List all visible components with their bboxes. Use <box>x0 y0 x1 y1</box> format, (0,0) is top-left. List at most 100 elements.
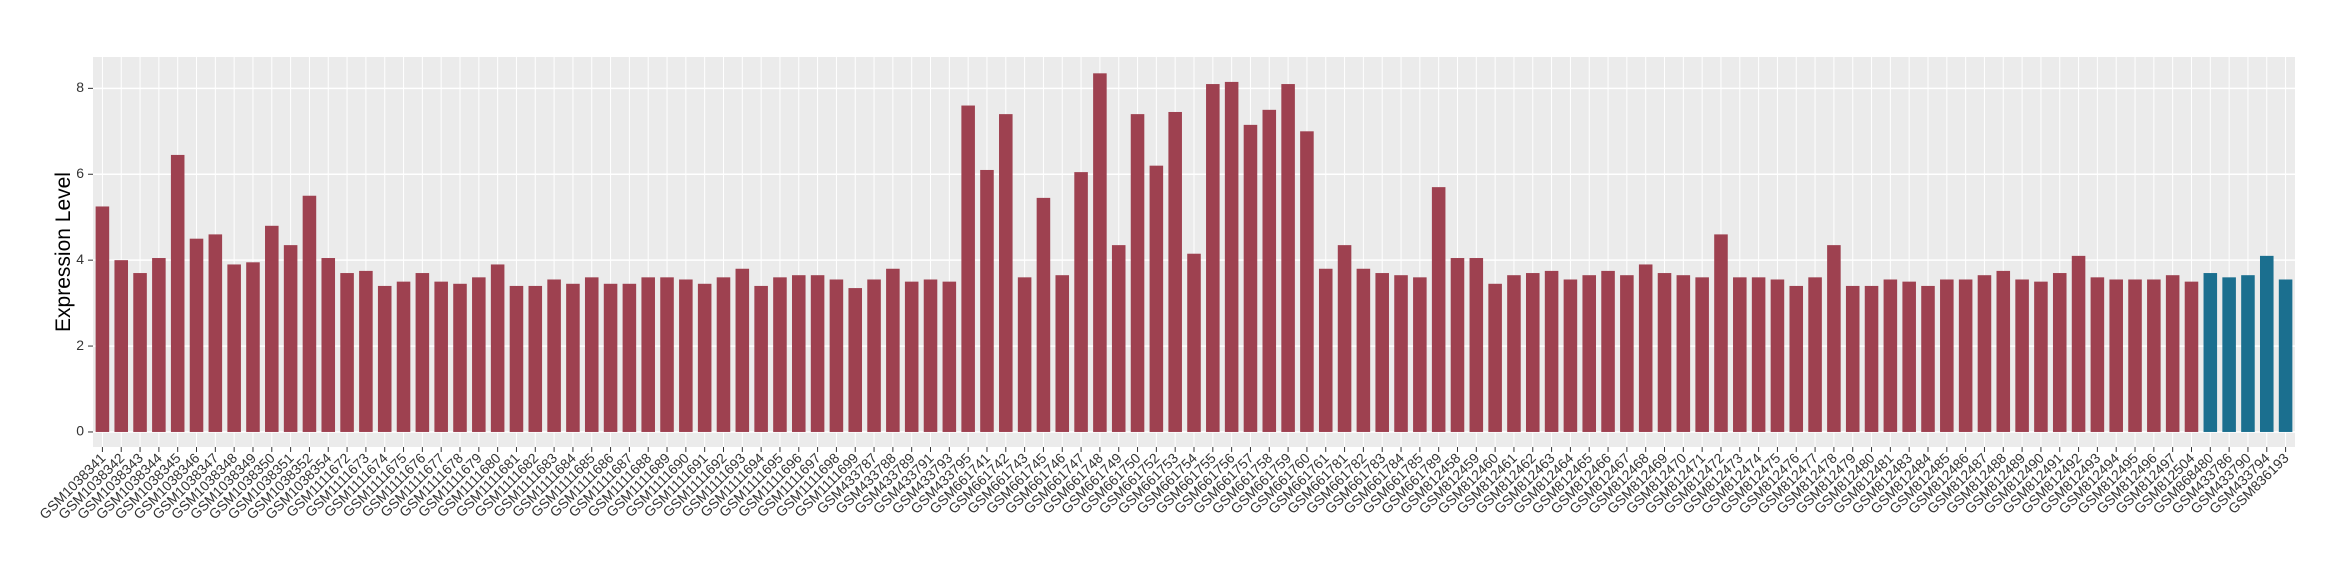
bar <box>1206 84 1220 432</box>
bar <box>829 279 844 432</box>
bar <box>773 277 787 432</box>
bar <box>1074 172 1088 432</box>
bar <box>1845 285 1860 432</box>
bar <box>2128 279 2142 432</box>
bar <box>2241 275 2255 432</box>
y-tick-label: 0 <box>76 423 84 439</box>
bar <box>1337 245 1352 432</box>
bar <box>1488 283 1502 432</box>
bar <box>1563 279 1578 432</box>
bar <box>1864 285 1879 432</box>
bar <box>453 283 467 432</box>
bar <box>1902 281 1916 432</box>
bar <box>1525 273 1540 432</box>
bar <box>1676 275 1691 432</box>
bar <box>716 277 731 432</box>
bar <box>509 285 524 432</box>
bar <box>1638 264 1653 432</box>
bar <box>283 245 298 432</box>
bar <box>1055 275 1070 432</box>
bar <box>961 105 975 432</box>
bar <box>547 279 561 432</box>
bar <box>1958 279 1973 432</box>
bar <box>1996 270 2011 432</box>
bar <box>114 260 129 432</box>
bar <box>1017 277 1032 432</box>
bar <box>1808 277 1822 432</box>
bar <box>2015 279 2029 432</box>
bar <box>2278 279 2293 432</box>
bar <box>1827 245 1841 432</box>
bar <box>1789 285 1804 432</box>
bar <box>321 258 336 432</box>
bar <box>189 238 204 432</box>
bar <box>1940 279 1954 432</box>
bar <box>208 234 223 432</box>
bar <box>1394 275 1408 432</box>
bar <box>1657 273 1672 432</box>
bar <box>1149 165 1164 432</box>
bar <box>1262 109 1277 432</box>
bar <box>1921 285 1935 432</box>
bar <box>1413 277 1427 432</box>
bar <box>2052 273 2067 432</box>
bar <box>1375 273 1389 432</box>
bar <box>1243 124 1258 432</box>
bar <box>415 273 430 432</box>
bar <box>1318 268 1333 432</box>
bar <box>735 268 750 432</box>
y-tick-label: 8 <box>76 79 84 95</box>
bar <box>1281 84 1295 432</box>
bar <box>133 273 147 432</box>
bar <box>1977 275 1992 432</box>
bar <box>396 281 411 432</box>
bar <box>2071 255 2086 432</box>
bar <box>2109 279 2123 432</box>
bar <box>377 285 392 432</box>
bar <box>1714 234 1728 432</box>
bar <box>1431 187 1446 432</box>
bar <box>697 283 712 432</box>
bar <box>265 225 279 432</box>
bar <box>490 264 505 432</box>
bar <box>2184 281 2199 432</box>
bar <box>246 262 260 432</box>
bar <box>660 277 674 432</box>
bar <box>1469 258 1484 432</box>
bar <box>1450 258 1465 432</box>
bar <box>227 264 241 432</box>
bar <box>1111 245 1126 432</box>
bar <box>1695 277 1709 432</box>
bar <box>791 275 806 432</box>
bar <box>1582 275 1597 432</box>
bar <box>1187 253 1201 432</box>
bar <box>923 279 938 432</box>
bar <box>886 268 900 432</box>
bar <box>2203 273 2218 432</box>
bar <box>942 281 957 432</box>
bar <box>2090 277 2105 432</box>
bar <box>1224 81 1239 432</box>
bar <box>152 258 166 432</box>
bar <box>622 283 637 432</box>
bar <box>1770 279 1785 432</box>
bar <box>679 279 693 432</box>
bar <box>2165 275 2180 432</box>
bar <box>359 270 373 432</box>
bar <box>999 114 1013 432</box>
bar <box>1733 277 1747 432</box>
bar <box>867 279 881 432</box>
bar <box>472 277 486 432</box>
bar <box>566 283 580 432</box>
bar <box>2034 281 2048 432</box>
bar <box>1130 114 1145 432</box>
bar <box>170 154 185 432</box>
bar <box>1300 131 1314 432</box>
bar <box>1751 277 1766 432</box>
bar <box>95 206 110 432</box>
bar <box>1093 73 1107 432</box>
bar <box>2259 255 2274 432</box>
bar <box>1601 270 1615 432</box>
bar <box>603 283 618 432</box>
